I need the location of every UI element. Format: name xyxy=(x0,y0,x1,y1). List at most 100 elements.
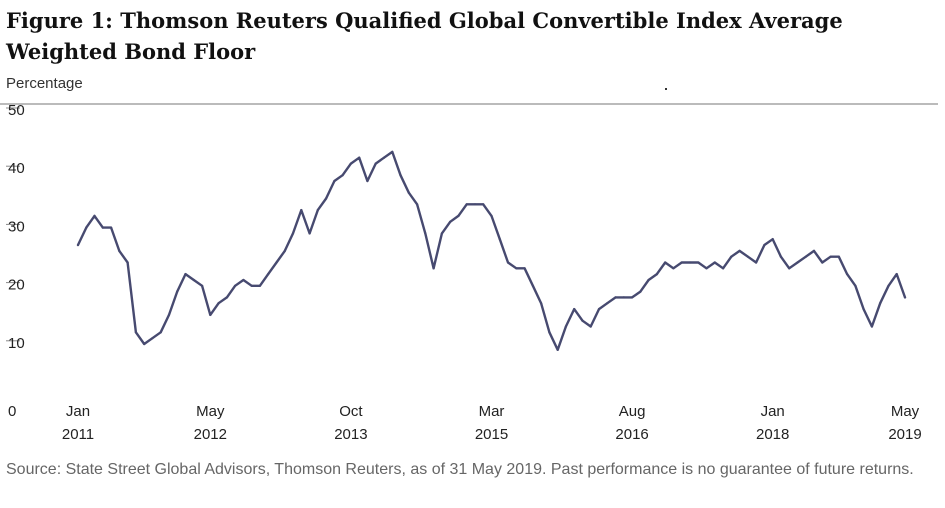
source-note: Source: State Street Global Advisors, Th… xyxy=(6,461,914,478)
data-point xyxy=(829,255,832,258)
data-point xyxy=(93,214,96,217)
data-point xyxy=(118,249,121,252)
x-tick-label-month: Aug xyxy=(619,403,646,420)
x-tick-label-year: 2013 xyxy=(334,426,367,443)
data-point xyxy=(76,243,80,247)
x-tick-label-month: May xyxy=(196,403,225,420)
x-tick-label-year: 2011 xyxy=(62,426,94,443)
data-point xyxy=(482,203,485,206)
x-tick-label-month: Jan xyxy=(761,403,785,420)
data-point xyxy=(622,296,625,299)
data-point xyxy=(134,331,137,334)
data-point xyxy=(556,348,559,351)
data-point xyxy=(515,267,518,270)
y-tick-label: 0 xyxy=(8,403,16,420)
data-point xyxy=(614,296,617,299)
data-point xyxy=(664,261,667,264)
data-point xyxy=(126,261,129,264)
x-tick-label-month: Jan xyxy=(66,403,90,420)
data-point xyxy=(424,232,427,235)
y-tick-label: 50 xyxy=(8,102,25,119)
x-tick-label-month: Oct xyxy=(339,403,363,420)
data-point xyxy=(225,296,228,299)
data-point xyxy=(151,337,154,340)
data-point xyxy=(531,284,535,287)
data-point xyxy=(506,261,510,264)
data-point xyxy=(788,267,791,270)
data-point xyxy=(283,249,286,252)
data-point xyxy=(796,261,799,264)
series-line xyxy=(76,150,907,351)
data-point xyxy=(755,261,758,264)
x-axis-ticks: Jan 2011 May 2012 Oct 2013 Mar 2015 Aug 2016 Jan 20… xyxy=(62,403,922,443)
data-point xyxy=(374,162,377,165)
data-point xyxy=(812,249,816,252)
data-point xyxy=(548,331,551,334)
data-point xyxy=(746,255,750,258)
data-point xyxy=(639,290,642,293)
data-point xyxy=(391,150,394,153)
data-point xyxy=(325,197,328,200)
data-point xyxy=(465,203,468,206)
data-point xyxy=(597,308,601,311)
data-point xyxy=(382,156,386,159)
data-point xyxy=(258,284,261,287)
data-point xyxy=(85,226,88,229)
data-point xyxy=(903,296,907,299)
data-point xyxy=(267,273,270,276)
data-point xyxy=(217,302,220,305)
data-point xyxy=(688,261,692,264)
data-point xyxy=(101,226,104,229)
data-point xyxy=(862,308,865,311)
x-tick-label-year: 2018 xyxy=(756,426,789,443)
data-point xyxy=(837,255,840,258)
data-point xyxy=(738,249,741,252)
series-group xyxy=(76,150,907,351)
data-point xyxy=(159,331,162,334)
x-tick-label-month: Mar xyxy=(479,403,505,420)
data-point xyxy=(606,302,609,305)
data-point xyxy=(167,313,171,316)
data-point xyxy=(399,174,402,177)
data-point xyxy=(184,273,187,276)
x-tick-label-year: 2015 xyxy=(475,426,508,443)
y-axis-label: Percentage xyxy=(6,75,83,92)
data-point xyxy=(680,261,683,264)
data-point xyxy=(763,243,766,247)
data-point xyxy=(407,191,410,194)
line-chart: 0 10 20 30 40 50 Jan 2011 May 2012 Oct 2013 Mar 2015… xyxy=(0,102,938,443)
data-point xyxy=(564,325,568,328)
data-point xyxy=(440,232,443,235)
data-point xyxy=(110,226,113,229)
data-point xyxy=(416,203,419,206)
y-tick-label: 30 xyxy=(8,218,25,235)
stray-dot-mark xyxy=(665,88,667,90)
data-point xyxy=(804,255,807,258)
y-tick-label: 20 xyxy=(8,277,25,294)
data-point xyxy=(846,273,849,276)
chart-title: Figure 1: Thomson Reuters Qualified Glob… xyxy=(6,8,843,64)
data-point xyxy=(201,284,204,287)
data-point xyxy=(722,267,725,270)
data-point xyxy=(333,179,336,183)
data-point xyxy=(349,162,352,165)
x-tick-label-year: 2012 xyxy=(194,426,227,443)
data-point xyxy=(589,325,592,328)
data-point xyxy=(498,238,501,241)
data-point xyxy=(540,302,543,305)
data-point xyxy=(316,209,319,212)
y-tick-label: 40 xyxy=(8,160,25,177)
data-point xyxy=(870,325,874,328)
data-point xyxy=(887,284,890,287)
data-point xyxy=(631,296,634,299)
data-point xyxy=(895,273,898,276)
x-tick-label-month: May xyxy=(891,403,920,420)
data-point xyxy=(697,261,700,264)
data-point xyxy=(209,313,212,316)
x-tick-label-year: 2019 xyxy=(888,426,921,443)
data-point xyxy=(234,284,237,287)
data-point xyxy=(730,255,733,258)
data-point xyxy=(300,209,303,212)
data-point xyxy=(581,319,584,322)
data-point xyxy=(879,302,882,305)
